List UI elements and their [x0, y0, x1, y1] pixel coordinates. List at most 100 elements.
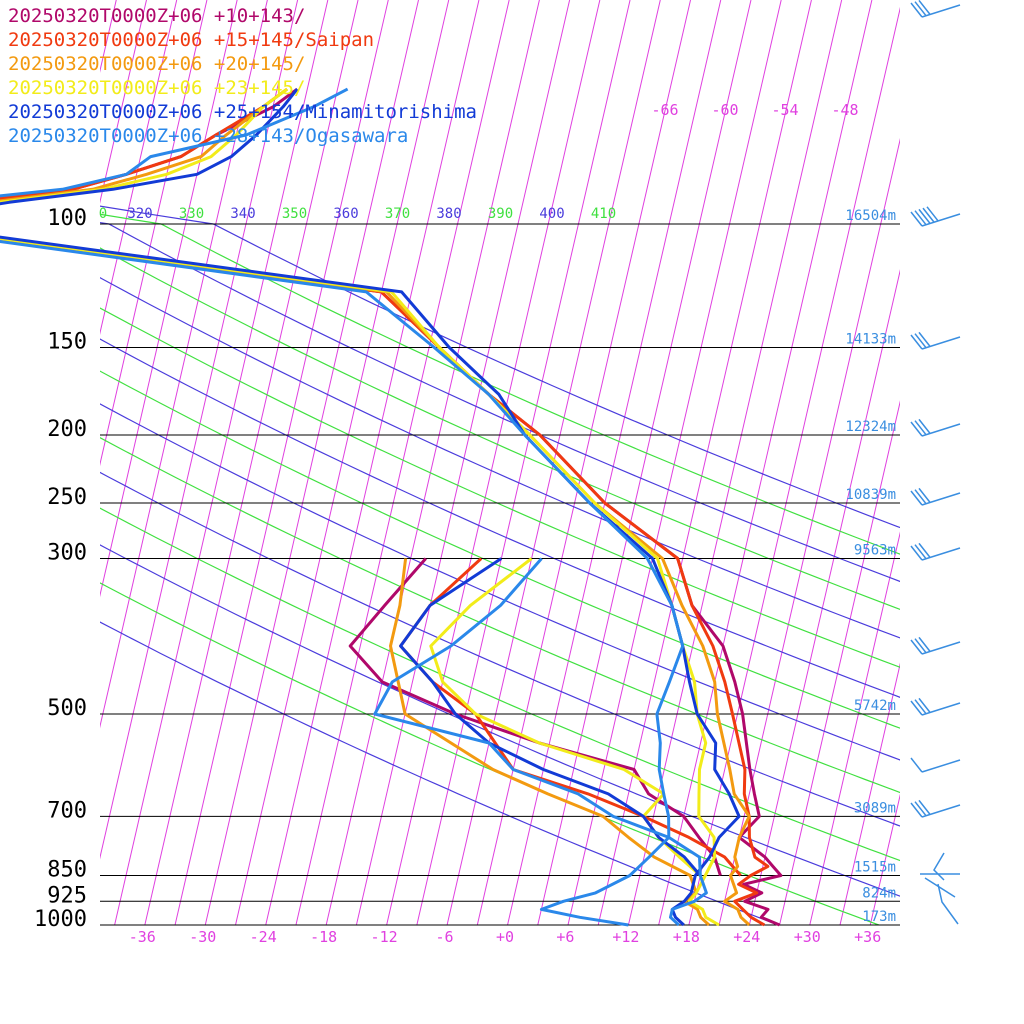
temperature-tick-label: -6	[436, 928, 454, 946]
isotherm-line	[839, 662, 900, 925]
isotherm-line	[144, 0, 359, 925]
upper-temperature-label: -66	[651, 101, 678, 119]
dry-adiabat-grid	[100, 205, 900, 925]
upper-temperature-label: -48	[831, 101, 858, 119]
legend-entry: 20250320T0000Z+06 +10+143/	[8, 5, 306, 27]
dewpoint-profile-line	[429, 557, 702, 877]
height-label: 14133m	[845, 331, 896, 347]
temperature-tick-label: -12	[371, 928, 398, 946]
theta-label: 0	[99, 206, 107, 222]
isotherm-line	[100, 0, 178, 335]
dry-adiabat-line	[100, 621, 780, 925]
temperature-tick-label: +6	[556, 928, 574, 946]
temperature-profile-line	[0, 87, 751, 927]
dry-adiabat-line	[100, 403, 900, 761]
isotherm-line	[899, 924, 900, 925]
dry-adiabat-line	[100, 205, 900, 529]
upper-temperature-label: -54	[771, 101, 798, 119]
isobar-grid	[100, 223, 900, 926]
wind-barb	[910, 757, 961, 773]
isotherm-line	[100, 0, 299, 860]
height-label: 12324m	[845, 419, 896, 435]
dry-adiabat-line	[100, 582, 881, 925]
height-label: 824m	[862, 885, 896, 901]
pressure-label: 500	[47, 696, 87, 721]
height-label: 3089m	[854, 800, 896, 816]
theta-label: 410	[591, 206, 616, 222]
pressure-label: 700	[47, 798, 87, 823]
wind-barb	[910, 418, 961, 437]
theta-label: 400	[539, 206, 564, 222]
pressure-label: 150	[47, 329, 87, 354]
isotherm-line	[100, 0, 208, 467]
wind-barb	[920, 852, 960, 925]
isotherm-line	[325, 0, 540, 925]
wind-barb	[910, 799, 961, 818]
dry-adiabat-line	[100, 221, 900, 583]
wind-barb	[910, 331, 961, 350]
isotherm-line	[174, 0, 389, 925]
legend-entry: 20250320T0000Z+06 +20+145/	[8, 53, 306, 75]
isotherm-line	[204, 0, 419, 925]
dewpoint-profile-line	[373, 557, 671, 927]
dry-adiabat-line	[100, 276, 900, 639]
theta-label: 380	[436, 206, 461, 222]
wind-barbs	[910, 0, 961, 925]
dry-adiabat-line	[100, 436, 900, 794]
axis-labels: 100 16504m 150 14133m 200 12324m 250 10839m 300 9…	[34, 101, 896, 946]
temperature-tick-label: +24	[733, 928, 760, 946]
theta-label: 360	[333, 206, 358, 222]
dewpoint-profile-line	[389, 558, 711, 927]
isotherm-line	[100, 0, 238, 598]
temperature-profile-line	[0, 87, 708, 927]
isotherm-line	[869, 793, 900, 925]
theta-label: 370	[385, 206, 410, 222]
legend-entry: 20250320T0000Z+06 +23+145/	[8, 77, 306, 99]
upper-temperature-label: -60	[711, 101, 738, 119]
isotherm-line	[658, 0, 873, 925]
height-label: 173m	[862, 909, 896, 925]
dewpoint-profile-line	[348, 557, 722, 876]
wind-barb	[910, 0, 961, 18]
legend-entry: 20250320T0000Z+06 +25+154/Minamitorishim…	[8, 101, 477, 123]
isotherm-line	[718, 138, 900, 925]
isotherm-line	[446, 0, 661, 925]
legend: 20250320T0000Z+06 +10+143/20250320T0000Z…	[8, 4, 477, 148]
isotherm-line	[567, 0, 782, 925]
dry-adiabat-line	[100, 338, 900, 698]
temperature-tick-label: -24	[250, 928, 277, 946]
dewpoint-profile-line	[399, 557, 742, 877]
wind-barb	[910, 487, 961, 506]
isotherm-grid	[100, 0, 1024, 925]
dry-adiabat-line	[100, 507, 900, 862]
dry-adiabat-line	[100, 471, 900, 827]
isotherm-line	[961, 0, 1024, 925]
isotherm-line	[748, 269, 900, 925]
isotherm-line	[265, 0, 480, 925]
dry-adiabat-line	[100, 247, 900, 610]
theta-label: 350	[282, 206, 307, 222]
isotherm-line	[991, 0, 1024, 925]
pressure-label: 1000	[34, 907, 87, 932]
temperature-tick-label: +12	[612, 928, 639, 946]
temperature-tick-label: +36	[854, 928, 881, 946]
temperature-tick-label: -36	[129, 928, 156, 946]
isotherm-line	[416, 0, 631, 925]
height-label: 16504m	[845, 208, 896, 224]
isotherm-line	[688, 6, 900, 925]
wind-barb	[910, 697, 961, 716]
temperature-tick-label: +30	[794, 928, 821, 946]
wind-barb	[910, 206, 961, 227]
isotherm-line	[114, 0, 329, 925]
legend-entry: 20250320T0000Z+06 +15+145/Saipan	[8, 29, 375, 51]
dry-adiabat-line	[100, 213, 900, 555]
pressure-label: 250	[47, 485, 87, 510]
dry-adiabat-line	[100, 307, 900, 668]
theta-label: 390	[488, 206, 513, 222]
theta-label: 320	[127, 206, 152, 222]
isotherm-line	[809, 531, 900, 925]
isotherm-line	[537, 0, 752, 925]
height-label: 5742m	[854, 698, 896, 714]
dry-adiabat-line	[100, 544, 900, 897]
